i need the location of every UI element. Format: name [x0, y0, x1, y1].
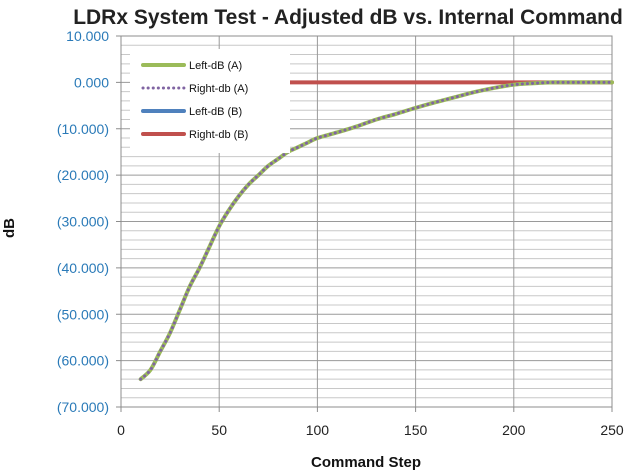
y-tick-label: (10.000)	[57, 121, 109, 137]
legend-label: Left-dB (A)	[189, 60, 242, 72]
y-axis-title: dB	[1, 218, 18, 238]
x-tick-label: 0	[117, 422, 125, 438]
legend-label: Right-db (A)	[189, 83, 248, 95]
y-tick-label: (70.000)	[57, 399, 109, 415]
grid	[120, 35, 613, 408]
chart-title: LDRx System Test - Adjusted dB vs. Inter…	[73, 6, 623, 29]
y-tick-label: (20.000)	[57, 167, 109, 183]
x-tick-label: 200	[502, 422, 526, 438]
y-tick-label: (60.000)	[57, 353, 109, 369]
y-tick-label: 0.000	[74, 74, 109, 90]
y-tick-label: (30.000)	[57, 214, 109, 230]
x-tick-label: 250	[600, 422, 624, 438]
y-tick-label: (50.000)	[57, 306, 109, 322]
legend: Left-dB (A) Right-db (A) Left-dB (B) Right-…	[130, 49, 290, 153]
legend-label: Right-db (B)	[189, 129, 248, 141]
series-lines	[138, 80, 614, 382]
y-tick-label: (40.000)	[57, 260, 109, 276]
x-axis-ticks: 0 50 100 150 200 250	[117, 407, 624, 438]
series-line-1	[139, 80, 614, 381]
y-tick-label: 10.000	[66, 28, 109, 44]
y-axis-ticks: 10.000 0.000 (10.000) (20.000) (30.000) (40.0…	[57, 28, 121, 415]
x-axis-title: Command Step	[311, 454, 421, 471]
legend-label: Left-dB (B)	[189, 106, 242, 118]
x-tick-label: 50	[211, 422, 227, 438]
x-tick-label: 100	[306, 422, 330, 438]
x-tick-label: 150	[404, 422, 428, 438]
